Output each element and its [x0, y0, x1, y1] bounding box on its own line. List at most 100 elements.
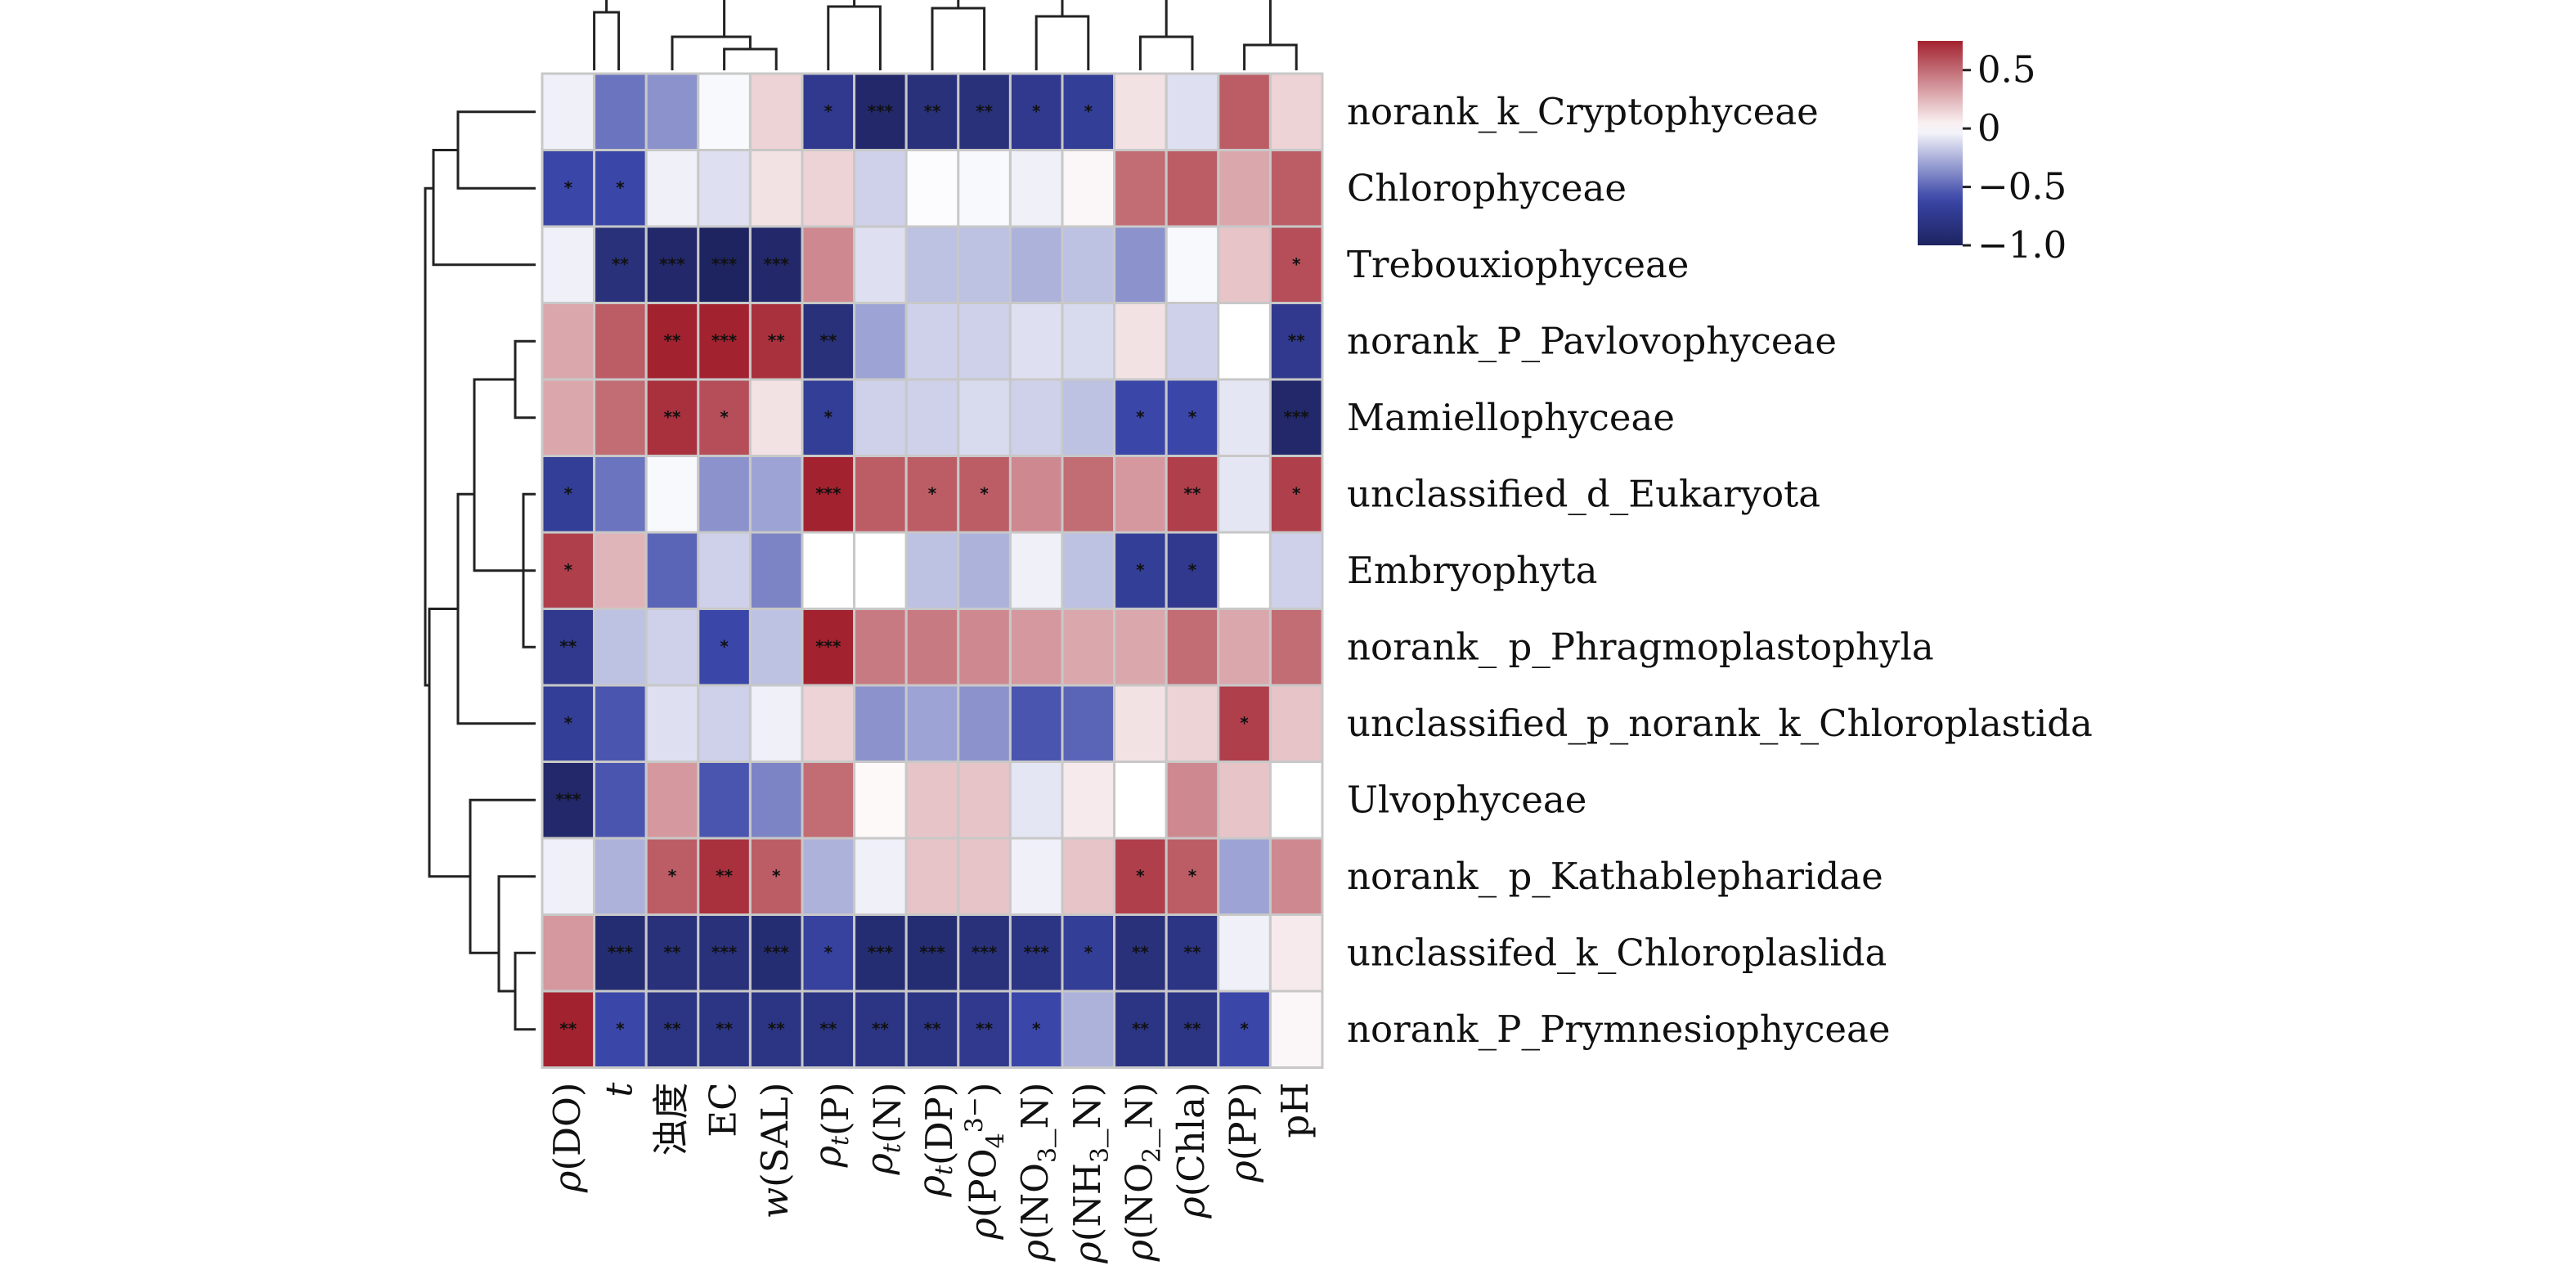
significance-mark: **	[664, 407, 681, 427]
heatmap-cell	[1165, 225, 1220, 304]
column-dendrogram	[593, 0, 1298, 70]
heatmap-cell	[748, 684, 804, 763]
color-legend: 0.5 0 −0.5 −1.0	[1918, 41, 2067, 267]
row-label: norank_k_Cryptophyceae	[1347, 90, 1819, 133]
heatmap-cell	[853, 608, 908, 687]
heatmap-cell	[904, 608, 960, 687]
significance-mark: *	[616, 177, 625, 197]
significance-mark: **	[1288, 330, 1305, 350]
row-labels: norank_k_Cryptophyceae Chlorophyceae Trebo…	[1347, 90, 2093, 1051]
heatmap-cell	[1008, 913, 1064, 993]
heatmap-cell	[593, 608, 648, 687]
significance-mark: *	[928, 483, 937, 503]
heatmap-cell	[1113, 761, 1168, 840]
significance-mark: *	[1292, 254, 1301, 274]
significance-mark: *	[1084, 101, 1093, 121]
heatmap-cell	[644, 837, 700, 916]
heatmap-cell	[1008, 225, 1064, 304]
heatmap-cell	[1113, 531, 1168, 610]
column-label: EC	[702, 1083, 745, 1138]
heatmap-cell	[593, 378, 648, 457]
significance-mark: *	[1188, 560, 1197, 580]
row-label: Embryophyta	[1347, 549, 1597, 592]
significance-mark: **	[819, 1019, 837, 1039]
significance-mark: ***	[764, 254, 790, 274]
heatmap-cell	[1008, 149, 1064, 228]
heatmap-cell	[1008, 378, 1064, 457]
heatmap-cell	[1113, 684, 1168, 763]
heatmap-cell	[1268, 225, 1324, 304]
row-label: norank_ p_Phragmoplastophyla	[1347, 625, 1934, 668]
heatmap-cell	[1113, 72, 1168, 151]
significance-mark: *	[1292, 483, 1301, 503]
heatmap-cell	[1061, 837, 1116, 916]
column-label: ρt(P)	[806, 1083, 857, 1169]
heatmap-cell	[1268, 149, 1324, 228]
column-label: ρ(PO43−)	[961, 1083, 1011, 1241]
significance-mark: ***	[659, 254, 685, 274]
heatmap-cell	[1113, 149, 1168, 228]
heatmap-cell	[1217, 837, 1272, 916]
significance-mark: **	[924, 101, 941, 121]
heatmap-cell	[1165, 761, 1220, 840]
dendrogram-branch	[428, 608, 470, 878]
heatmap-cell	[541, 531, 596, 610]
significance-mark: *	[1188, 866, 1197, 886]
heatmap-cell	[1061, 608, 1116, 687]
significance-mark: *	[980, 483, 989, 503]
heatmap-cell	[1217, 225, 1272, 304]
row-label: norank_P_Prymnesiophyceae	[1347, 1008, 1891, 1051]
column-label: 浊度	[649, 1083, 693, 1156]
heatmap-cell	[748, 608, 804, 687]
heatmap-cell	[1268, 913, 1324, 993]
heatmap-cell	[697, 913, 752, 993]
row-label: Trebouxiophyceae	[1347, 243, 1689, 286]
heatmap-cell	[1008, 608, 1064, 687]
heatmap-cell	[904, 149, 960, 228]
heatmap-cells	[541, 72, 1324, 1069]
significance-mark: ***	[711, 330, 738, 350]
significance-mark: **	[768, 1019, 785, 1039]
heatmap-cell	[1268, 608, 1324, 687]
heatmap-cell	[1061, 149, 1116, 228]
dendrogram-branch	[424, 186, 433, 687]
heatmap-cell	[1113, 990, 1168, 1069]
heatmap-cell	[1217, 302, 1272, 381]
significance-mark: *	[1240, 713, 1249, 733]
heatmap-cell	[1268, 302, 1324, 381]
heatmap-cell	[1008, 531, 1064, 610]
dendrogram-branch	[1138, 35, 1194, 70]
heatmap-cell	[801, 837, 856, 916]
heatmap-cell	[1008, 837, 1064, 916]
significance-mark: ***	[711, 942, 738, 962]
significance-mark: *	[824, 942, 833, 962]
column-labels: ρ(DO) t 浊度 ECw(SAL) ρt(P)ρt(N)ρt(DP)ρ(PO43−)…	[545, 1082, 1317, 1264]
heatmap-cell	[1113, 608, 1168, 687]
significance-mark: *	[564, 560, 573, 580]
heatmap-cell	[644, 608, 700, 687]
heatmap-cell	[957, 990, 1012, 1069]
significance-mark: *	[720, 407, 729, 427]
heatmap-cell	[644, 455, 700, 534]
significance-mark: *	[720, 636, 729, 656]
dendrogram-branch	[723, 0, 726, 37]
dendrogram-branch	[514, 951, 536, 1031]
heatmap-cell	[853, 302, 908, 381]
heatmap-cell	[541, 378, 596, 457]
heatmap-cell	[748, 455, 804, 534]
heatmap-cell	[853, 684, 908, 763]
significance-mark: *	[1032, 1019, 1041, 1039]
heatmap-cell	[644, 531, 700, 610]
column-label: ρ(NH3_N)	[1066, 1083, 1115, 1264]
heatmap-cell	[853, 761, 908, 840]
column-label: ρt(DP)	[909, 1083, 961, 1198]
heatmap-cell	[1008, 455, 1064, 534]
row-label: Mamiellophyceae	[1347, 396, 1675, 439]
heatmap-cell	[1165, 302, 1220, 381]
heatmap-cell	[904, 302, 960, 381]
significance-mark: *	[1240, 1019, 1249, 1039]
heatmap-cell	[748, 149, 804, 228]
significance-mark: **	[664, 330, 681, 350]
row-dendrogram	[424, 110, 536, 1031]
row-label: Chlorophyceae	[1347, 166, 1627, 209]
